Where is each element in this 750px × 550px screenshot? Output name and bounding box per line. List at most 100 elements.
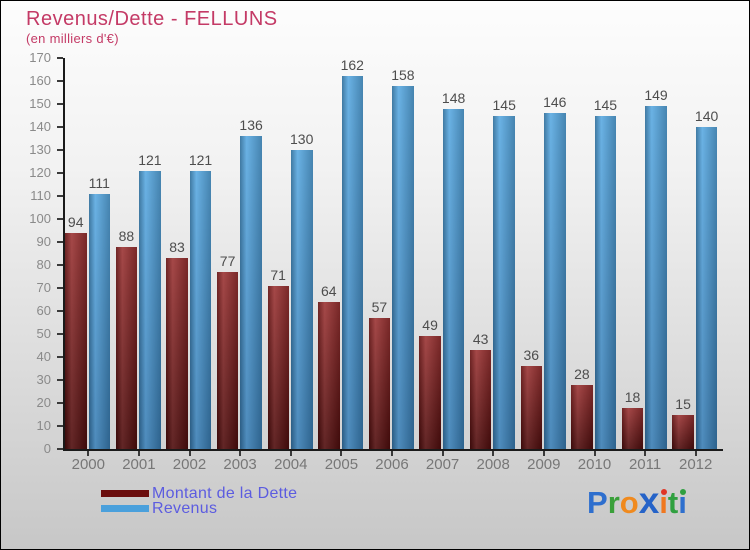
y-tick-170 <box>57 57 63 59</box>
value-label-dette-2007: 49 <box>422 317 438 334</box>
value-label-dette-2006: 57 <box>371 298 388 315</box>
x-tick-label-2004: 2004 <box>274 456 308 473</box>
value-label-revenus-2003: 136 <box>239 117 263 134</box>
x-tick-label-2006: 2006 <box>375 456 409 473</box>
x-tick-2008 <box>492 451 495 456</box>
y-tick-label-160: 160 <box>29 73 51 88</box>
x-tick-label-2003: 2003 <box>223 456 257 473</box>
value-label-dette-2009: 36 <box>523 347 540 364</box>
logo-letter-5: t <box>667 485 679 520</box>
y-tick-label-10: 10 <box>36 418 51 433</box>
bar-dette-2001 <box>115 246 138 449</box>
value-label-revenus-2011: 149 <box>644 87 668 104</box>
bar-revenus-2005 <box>341 76 364 449</box>
value-label-dette-2002: 83 <box>169 239 185 256</box>
value-label-revenus-2007: 148 <box>441 89 466 106</box>
bar-revenus-2004 <box>291 150 313 449</box>
legend-swatch-revenus <box>101 505 149 512</box>
legend-label-dette: Montant de la Dette <box>152 484 298 502</box>
y-tick-60 <box>57 310 63 312</box>
legend-swatch-dette <box>101 490 149 497</box>
chart-title: Revenus/Dette - FELLUNS <box>26 8 278 30</box>
x-tick-2011 <box>644 451 647 456</box>
y-tick-label-90: 90 <box>36 234 51 249</box>
x-tick-2003 <box>239 451 242 456</box>
y-tick-label-120: 120 <box>29 165 51 180</box>
chart-subtitle: (en milliers d'€) <box>26 31 119 46</box>
y-axis <box>63 58 65 451</box>
x-tick-2002 <box>188 451 191 456</box>
bar-dette-2012 <box>672 414 694 449</box>
logo-letter-dot-4 <box>660 489 667 495</box>
legend-item-revenus: Revenus <box>101 499 218 517</box>
bar-dette-2009 <box>520 366 542 449</box>
x-tick-2007 <box>441 451 444 456</box>
y-tick-70 <box>57 287 63 289</box>
y-tick-130 <box>57 149 63 151</box>
bar-revenus-2012 <box>695 127 718 449</box>
logo-letter-6: ı <box>678 485 687 520</box>
x-tick-2009 <box>542 451 545 456</box>
x-tick-label-2002: 2002 <box>172 456 207 473</box>
bar-revenus-2006 <box>392 85 414 449</box>
y-tick-label-0: 0 <box>43 441 51 456</box>
x-tick-label-2001: 2001 <box>122 456 156 473</box>
y-tick-label-50: 50 <box>36 326 51 341</box>
x-tick-label-2010: 2010 <box>577 456 612 473</box>
bar-dette-2000 <box>65 232 87 449</box>
value-label-dette-2000: 94 <box>67 213 84 230</box>
plot-area: 0 10 20 30 40 50 60 70 80 90 100 110 120 130 140 150 160… <box>29 50 723 473</box>
value-label-dette-2012: 15 <box>675 395 691 412</box>
value-label-dette-2004: 71 <box>270 266 286 283</box>
x-tick-2004 <box>289 451 292 456</box>
bar-dette-2007 <box>419 336 441 449</box>
y-tick-label-60: 60 <box>36 303 51 318</box>
bar-revenus-2002 <box>189 170 212 449</box>
value-label-revenus-2000: 111 <box>88 174 110 191</box>
x-tick-2012 <box>694 451 697 456</box>
logo-letter-0: P <box>587 485 608 520</box>
bar-dette-2003 <box>216 271 239 449</box>
bar-revenus-2001 <box>139 170 161 449</box>
y-tick-label-130: 130 <box>29 142 51 157</box>
y-tick-label-40: 40 <box>36 349 51 364</box>
proxiti-logo: Proxı tı <box>587 481 687 523</box>
legend-label-revenus: Revenus <box>152 499 218 517</box>
y-tick-label-170: 170 <box>29 50 51 65</box>
y-tick-10 <box>57 425 63 427</box>
y-tick-label-140: 140 <box>29 119 51 134</box>
y-tick-30 <box>57 379 63 381</box>
x-tick-label-2012: 2012 <box>679 456 713 473</box>
logo-letter-dot-6 <box>679 489 686 495</box>
y-tick-20 <box>57 402 63 404</box>
x-tick-label-2005: 2005 <box>324 456 359 473</box>
value-label-dette-2011: 18 <box>624 388 641 405</box>
bar-revenus-2007 <box>442 108 465 449</box>
bar-revenus-2010 <box>594 115 617 449</box>
y-tick-90 <box>57 241 63 243</box>
value-label-revenus-2012: 140 <box>694 108 719 124</box>
y-tick-label-110: 110 <box>30 188 51 203</box>
y-tick-140 <box>57 126 63 128</box>
y-tick-label-80: 80 <box>36 257 51 272</box>
x-tick-label-2000: 2000 <box>71 456 105 473</box>
value-label-revenus-2008: 145 <box>492 96 516 113</box>
y-tick-label-20: 20 <box>36 395 51 410</box>
y-tick-label-70: 70 <box>36 280 51 295</box>
value-label-dette-2001: 88 <box>118 227 135 244</box>
bar-dette-2004 <box>267 285 289 449</box>
value-label-revenus-2001: 121 <box>138 151 162 168</box>
y-tick-150 <box>57 103 63 105</box>
value-label-revenus-2005: 162 <box>340 57 364 74</box>
logo-letter-3: x <box>638 480 660 521</box>
bar-revenus-2003 <box>240 136 262 449</box>
y-tick-110 <box>57 195 63 197</box>
x-tick-2005 <box>340 451 343 456</box>
y-tick-label-100: 100 <box>29 211 51 226</box>
y-tick-120 <box>57 172 63 174</box>
value-label-revenus-2004: 130 <box>290 131 314 147</box>
x-tick-2001 <box>137 451 140 456</box>
value-label-dette-2010: 28 <box>574 365 590 382</box>
y-tick-100 <box>57 218 63 220</box>
x-tick-label-2009: 2009 <box>527 456 561 473</box>
